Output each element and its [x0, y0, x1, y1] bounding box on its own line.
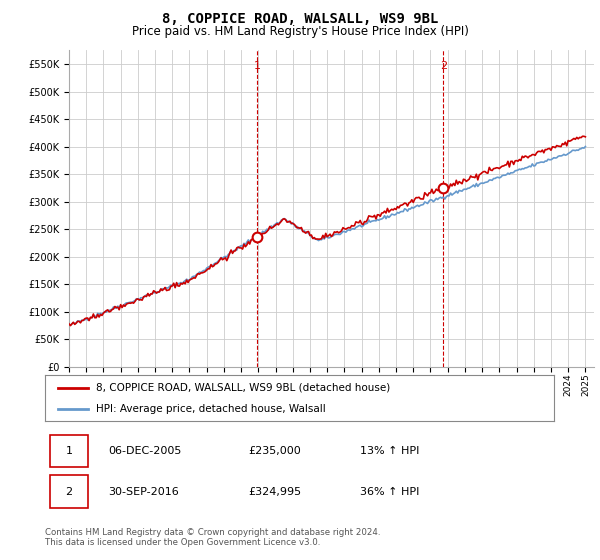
Text: HPI: Average price, detached house, Walsall: HPI: Average price, detached house, Wals… — [96, 404, 326, 414]
Text: 06-DEC-2005: 06-DEC-2005 — [109, 446, 182, 456]
Text: 1: 1 — [65, 446, 73, 456]
Text: 2: 2 — [440, 62, 447, 72]
Text: 30-SEP-2016: 30-SEP-2016 — [109, 487, 179, 497]
FancyBboxPatch shape — [50, 475, 88, 508]
Text: Price paid vs. HM Land Registry's House Price Index (HPI): Price paid vs. HM Land Registry's House … — [131, 25, 469, 38]
Text: 8, COPPICE ROAD, WALSALL, WS9 9BL (detached house): 8, COPPICE ROAD, WALSALL, WS9 9BL (detac… — [96, 382, 390, 393]
Text: £235,000: £235,000 — [248, 446, 301, 456]
Text: 2: 2 — [65, 487, 73, 497]
Text: 8, COPPICE ROAD, WALSALL, WS9 9BL: 8, COPPICE ROAD, WALSALL, WS9 9BL — [162, 12, 438, 26]
Text: 13% ↑ HPI: 13% ↑ HPI — [361, 446, 420, 456]
Text: £324,995: £324,995 — [248, 487, 302, 497]
Text: 36% ↑ HPI: 36% ↑ HPI — [361, 487, 420, 497]
FancyBboxPatch shape — [50, 435, 88, 468]
Text: 1: 1 — [253, 62, 260, 72]
Text: Contains HM Land Registry data © Crown copyright and database right 2024.
This d: Contains HM Land Registry data © Crown c… — [45, 528, 380, 547]
